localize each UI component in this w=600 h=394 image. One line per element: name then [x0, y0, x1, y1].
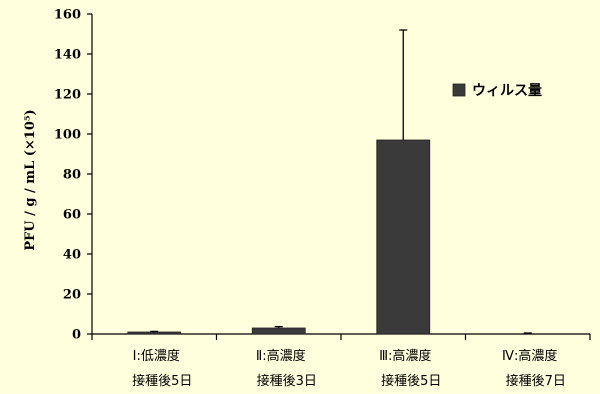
category-label-line1: Ⅰ:低濃度: [133, 348, 180, 364]
legend-label: ウィルス量: [472, 83, 542, 99]
category-label-line1: Ⅲ:高濃度: [379, 348, 431, 364]
y-tick-label: 60: [63, 208, 81, 223]
category-label-line2: 接種後5日: [381, 373, 441, 389]
y-tick-label: 160: [54, 8, 81, 23]
y-tick-label: 120: [54, 88, 81, 103]
y-tick-label: 40: [63, 248, 81, 263]
y-tick-label: 20: [63, 288, 81, 303]
category-label-line1: Ⅱ:高濃度: [256, 348, 306, 364]
y-axis-label: PFU / g / mL (×10⁵): [23, 109, 38, 250]
bar: [376, 139, 431, 335]
category-label-line2: 接種後3日: [257, 373, 317, 389]
legend-swatch: [452, 83, 466, 97]
bar: [127, 331, 182, 335]
category-label-line1: Ⅳ:高濃度: [502, 348, 557, 364]
y-tick-label: 100: [54, 128, 81, 143]
category-label-line2: 接種後7日: [506, 373, 566, 389]
y-tick-label: 140: [54, 48, 81, 63]
y-tick-label: 80: [63, 168, 81, 183]
bar: [251, 327, 306, 335]
y-tick-label: 0: [72, 328, 81, 343]
category-label-line2: 接種後5日: [132, 373, 192, 389]
